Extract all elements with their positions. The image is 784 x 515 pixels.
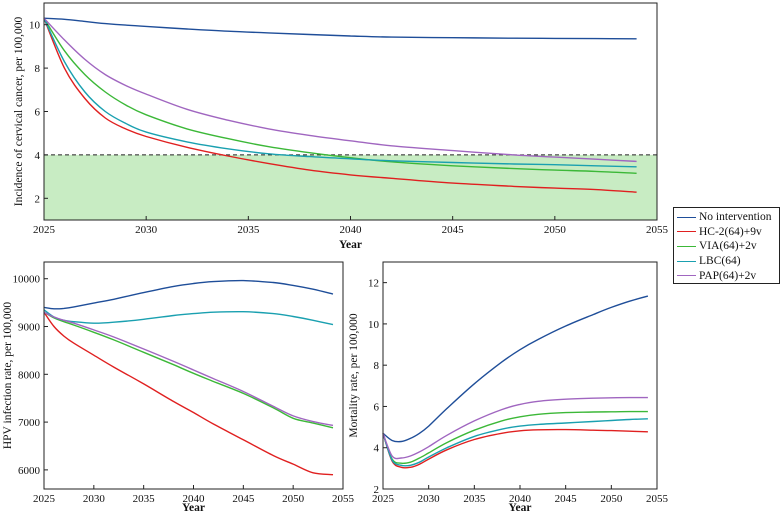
- y-tick-label: 2: [374, 484, 380, 496]
- legend-swatch: [677, 245, 696, 247]
- y-tick-label: 10: [29, 20, 41, 32]
- y-tick-label: 10: [368, 319, 380, 331]
- legend-swatch: [677, 216, 696, 218]
- series-line-lbc-64: [43, 17, 637, 168]
- chart-panel-bottom-left: 2025 2030 2035 2040 2045 2050 2055 6000 7000 8000…: [2, 261, 355, 514]
- series-line-via-64-2v: [43, 17, 637, 174]
- y-tick-label: 4: [374, 443, 380, 455]
- x-tick-label: 2050: [282, 493, 305, 505]
- y-tick-label: 4: [35, 150, 41, 162]
- series-line-no-intervention: [43, 279, 334, 310]
- y-tick-label: 7000: [18, 417, 41, 429]
- y-tick-label: 12: [368, 278, 379, 290]
- legend-swatch: [677, 275, 696, 277]
- y-tick-label: 9000: [18, 322, 41, 334]
- series-line-pap-64-2v: [43, 17, 637, 163]
- x-tick-label: 2030: [135, 224, 158, 236]
- legend: No intervention HC-2(64)+9v VIA(64)+2v L…: [673, 207, 780, 284]
- x-tick-label: 2035: [463, 493, 486, 505]
- series-line-hc-2-64-9v: [43, 17, 637, 193]
- x-tick-label: 2030: [83, 493, 106, 505]
- x-axis-label: Year: [182, 502, 205, 514]
- series-line-no-intervention: [43, 17, 637, 40]
- x-tick-label: 2035: [237, 224, 260, 236]
- legend-label: HC-2(64)+9v: [699, 225, 762, 238]
- y-tick-label: 6: [374, 401, 380, 413]
- series-line-hc-2-64-9v: [43, 311, 334, 476]
- series-line-via-64-2v: [382, 410, 648, 465]
- legend-item-hc2: HC-2(64)+9v: [677, 225, 779, 240]
- legend-swatch: [677, 260, 696, 262]
- y-tick-label: 10000: [13, 274, 41, 286]
- x-tick-label: 2055: [646, 224, 669, 236]
- legend-label: No intervention: [699, 211, 772, 224]
- legend-item-lbc: LBC(64): [677, 254, 779, 269]
- chart-panel-bottom-right: 2025 2030 2035 2040 2045 2050 2055 2 4 6 8 10 12 Year…: [348, 261, 669, 514]
- legend-item-no-intervention: No intervention: [677, 210, 779, 225]
- x-axis-label: Year: [339, 239, 362, 251]
- y-tick-label: 6: [35, 107, 41, 119]
- series-line-pap-64-2v: [43, 311, 334, 427]
- legend-label: LBC(64): [699, 255, 741, 268]
- legend-item-pap: PAP(64)+2v: [677, 268, 779, 283]
- x-tick-label: 2050: [544, 224, 567, 236]
- x-tick-label: 2040: [340, 224, 363, 236]
- x-tick-label: 2035: [133, 493, 156, 505]
- series-line-via-64-2v: [43, 311, 334, 429]
- y-axis-label: Incidence of cervical cancer, per 100,00…: [13, 17, 25, 207]
- x-tick-label: 2040: [509, 493, 532, 505]
- legend-label: PAP(64)+2v: [699, 269, 757, 282]
- series-line-lbc-64: [382, 418, 648, 467]
- x-tick-label: 2050: [600, 493, 623, 505]
- x-tick-label: 2045: [442, 224, 465, 236]
- legend-item-via: VIA(64)+2v: [677, 239, 779, 254]
- legend-swatch: [677, 231, 696, 233]
- x-axis-label: Year: [509, 502, 532, 514]
- series-line-lbc-64: [43, 309, 334, 326]
- y-tick-label: 8: [374, 360, 380, 372]
- x-tick-label: 2025: [33, 224, 56, 236]
- plot-frame: [43, 261, 344, 490]
- y-tick-label: 8: [35, 63, 41, 75]
- x-tick-label: 2030: [418, 493, 441, 505]
- x-tick-label: 2055: [646, 493, 669, 505]
- x-tick-label: 2045: [232, 493, 255, 505]
- x-tick-label: 2025: [372, 493, 395, 505]
- series-line-no-intervention: [382, 295, 649, 443]
- x-tick-label: 2055: [332, 493, 355, 505]
- y-axis-label: HPV infection rate, per 100,000: [2, 302, 14, 450]
- x-tick-label: 2045: [555, 493, 578, 505]
- series-line-pap-64-2v: [382, 396, 648, 460]
- y-axis-label: Mortality rate, per 100,000: [348, 313, 360, 437]
- series-line-hc-2-64-9v: [382, 428, 648, 469]
- x-tick-label: 2025: [33, 493, 56, 505]
- legend-label: VIA(64)+2v: [699, 240, 757, 253]
- y-tick-label: 6000: [18, 465, 41, 477]
- y-tick-label: 8000: [18, 369, 41, 381]
- x-tick-label: 2040: [183, 493, 206, 505]
- chart-panel-top: 2025 2030 2035 2040 2045 2050 2055 2 4 6 8 10 Year In…: [13, 2, 669, 251]
- y-tick-label: 2: [35, 193, 41, 205]
